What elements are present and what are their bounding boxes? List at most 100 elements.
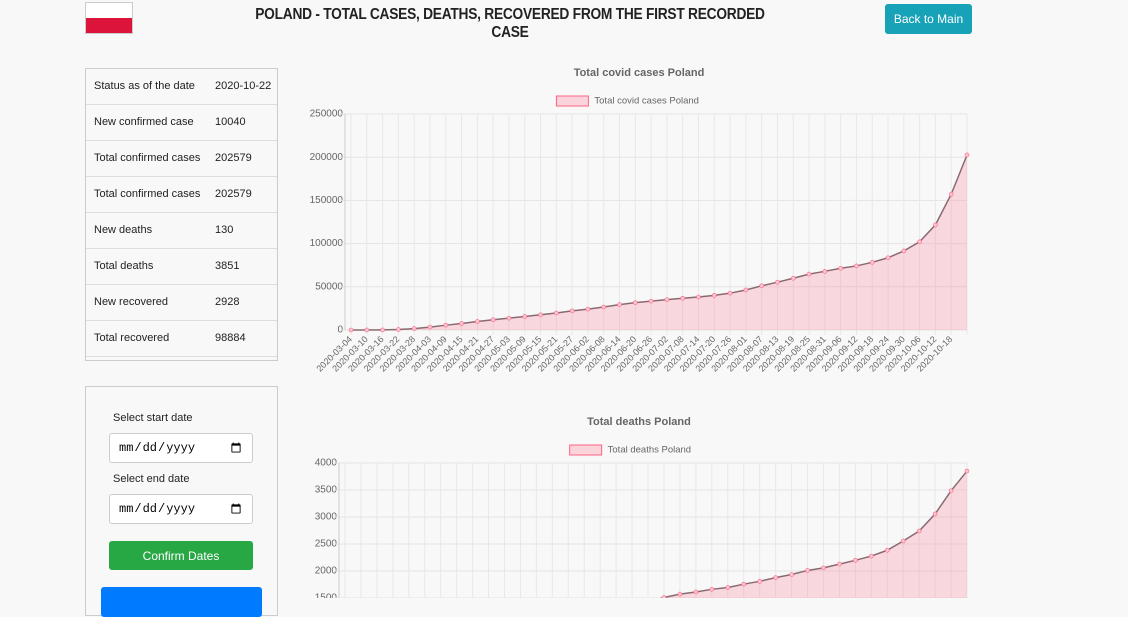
point xyxy=(459,321,464,326)
status-cell: 10040 xyxy=(215,116,246,128)
back-button[interactable]: Back to Main xyxy=(885,4,972,34)
point xyxy=(364,327,370,333)
point xyxy=(854,263,859,269)
point xyxy=(822,269,828,274)
point xyxy=(838,265,843,271)
y-tick-label: 1500 xyxy=(315,593,338,598)
y-tick-label: 4000 xyxy=(315,458,338,469)
point xyxy=(554,310,559,316)
status-cell: New confirmed case xyxy=(94,116,194,128)
y-tick-label: 50000 xyxy=(315,281,343,292)
start-label: Select start date xyxy=(113,412,193,424)
y-tick-label: 2000 xyxy=(315,566,338,577)
status-cell: 3851 xyxy=(215,260,240,272)
point xyxy=(916,528,922,534)
body: POLAND - TOTAL CASES, DEATHS, RECOVERED … xyxy=(85,2,972,617)
point xyxy=(885,255,891,261)
status-cell: 98884 xyxy=(215,332,246,344)
status-row: Total confirmed cases 202579 xyxy=(86,141,277,177)
y-tick-label: 100000 xyxy=(310,238,344,249)
point xyxy=(727,290,733,296)
page-title: POLAND - TOTAL CASES, DEATHS, RECOVERED … xyxy=(255,6,765,41)
legend-label: Total deaths Poland xyxy=(608,445,691,456)
point xyxy=(490,317,496,323)
status-row: Total deaths 3851 xyxy=(86,249,277,285)
status-cell: 202579 xyxy=(215,188,252,200)
point xyxy=(869,553,874,559)
status-cell: 2020-10-22 xyxy=(215,80,272,92)
point xyxy=(741,581,747,587)
end-label: Select end date xyxy=(113,473,190,485)
point xyxy=(648,298,654,304)
status-row: New recovered 2928 xyxy=(86,285,277,321)
chart-title: Total deaths Poland xyxy=(587,416,691,428)
status-cell: Total confirmed cases xyxy=(94,152,201,164)
flag xyxy=(85,2,133,34)
point xyxy=(380,327,385,333)
area xyxy=(662,471,967,598)
point xyxy=(900,538,906,544)
point xyxy=(411,326,417,331)
point xyxy=(617,302,622,307)
status-table: Status as of the date 2020-10-22 New confi… xyxy=(85,68,278,361)
point xyxy=(711,293,717,298)
line xyxy=(659,470,968,598)
status-row: Total recovered 98884 xyxy=(86,321,277,357)
point xyxy=(569,308,575,314)
status-cell: Total confirmed cases xyxy=(94,188,201,200)
point xyxy=(837,561,842,567)
point xyxy=(348,327,354,333)
point xyxy=(853,558,858,563)
point xyxy=(709,587,715,592)
legend-swatch xyxy=(555,95,589,107)
y-tick-label: 3000 xyxy=(315,512,338,523)
status-cell: Total recovered xyxy=(94,332,170,344)
point xyxy=(964,468,970,474)
point xyxy=(759,283,764,289)
area xyxy=(351,154,967,330)
point xyxy=(901,248,907,254)
point xyxy=(725,585,731,590)
point xyxy=(664,297,670,302)
point xyxy=(693,589,699,595)
point xyxy=(948,191,954,197)
point xyxy=(775,279,780,285)
end-date[interactable] xyxy=(109,494,253,524)
point xyxy=(948,488,954,494)
point xyxy=(601,304,607,310)
point xyxy=(805,568,810,573)
point xyxy=(789,572,794,577)
point xyxy=(522,314,528,319)
point xyxy=(696,294,701,300)
status-row: New confirmed case 10040 xyxy=(86,105,277,141)
status-cell: 130 xyxy=(215,224,234,236)
point xyxy=(757,579,762,584)
point xyxy=(933,222,938,228)
point xyxy=(917,239,922,245)
point xyxy=(680,296,685,301)
point xyxy=(964,152,970,158)
y-tick-label: 150000 xyxy=(310,195,344,206)
status-cell: New recovered xyxy=(94,296,168,308)
point xyxy=(633,300,638,305)
status-cell: 2928 xyxy=(215,296,240,308)
y-tick-label: 2500 xyxy=(315,539,338,550)
point xyxy=(869,260,875,265)
y-tick-label: 250000 xyxy=(310,109,344,120)
y-tick-label: 200000 xyxy=(310,152,344,163)
status-cell: 202579 xyxy=(215,152,252,164)
start-date[interactable] xyxy=(109,433,253,463)
point xyxy=(884,547,890,553)
point xyxy=(743,287,749,293)
point xyxy=(821,565,826,571)
status-row: New deaths 130 xyxy=(86,213,277,249)
y-tick-label: 3500 xyxy=(315,485,338,496)
status-row: Status as of the date 2020-10-22 xyxy=(86,69,277,105)
point xyxy=(677,591,683,597)
confirm-button[interactable]: Confirm Dates xyxy=(109,541,253,570)
status-cell: Status as of the date xyxy=(94,80,195,92)
point xyxy=(932,511,938,517)
point xyxy=(773,575,778,580)
point xyxy=(790,275,796,281)
point xyxy=(506,315,512,321)
